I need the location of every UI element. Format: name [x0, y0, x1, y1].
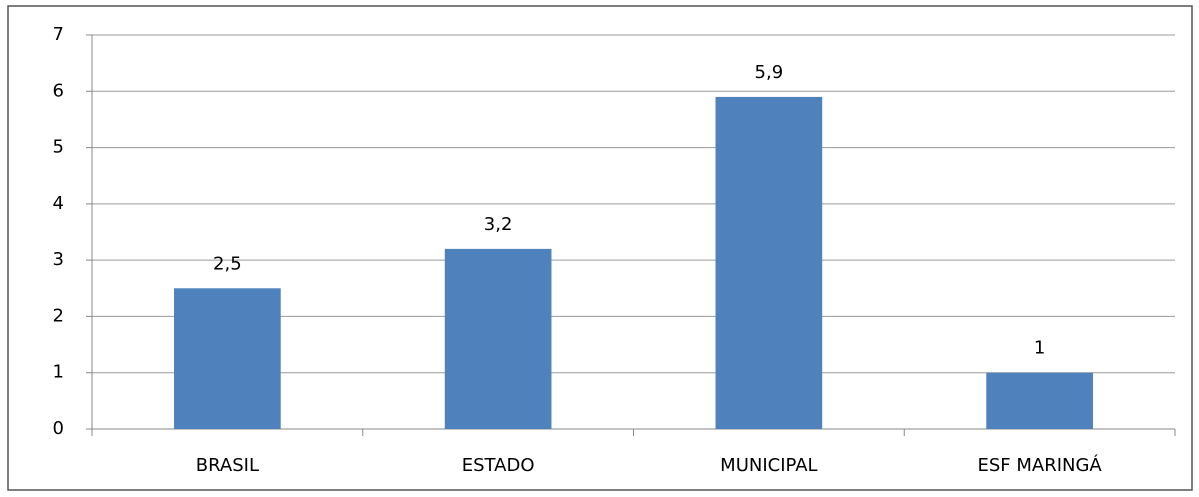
- bar: [444, 248, 552, 429]
- x-tick-label: ESF MARINGÁ: [977, 454, 1102, 476]
- value-label: 5,9: [755, 62, 784, 83]
- y-tick-label: 0: [53, 418, 64, 439]
- value-label: 2,5: [213, 253, 242, 274]
- y-tick-label: 4: [53, 193, 64, 214]
- bar: [174, 288, 281, 429]
- x-tick-label: MUNICIPAL: [720, 455, 817, 476]
- y-tick-label: 6: [53, 80, 64, 101]
- bar: [986, 372, 1093, 429]
- bar: [715, 96, 823, 430]
- y-tick-label: 7: [53, 24, 64, 45]
- value-label: 3,2: [484, 214, 513, 235]
- y-tick-label: 1: [53, 362, 64, 383]
- y-tick-label: 3: [53, 249, 64, 270]
- x-tick-label: BRASIL: [196, 455, 259, 476]
- x-tick-label: ESTADO: [462, 455, 535, 476]
- y-tick-label: 2: [53, 305, 64, 326]
- y-tick-label: 5: [53, 137, 64, 158]
- value-label: 1: [1034, 338, 1045, 359]
